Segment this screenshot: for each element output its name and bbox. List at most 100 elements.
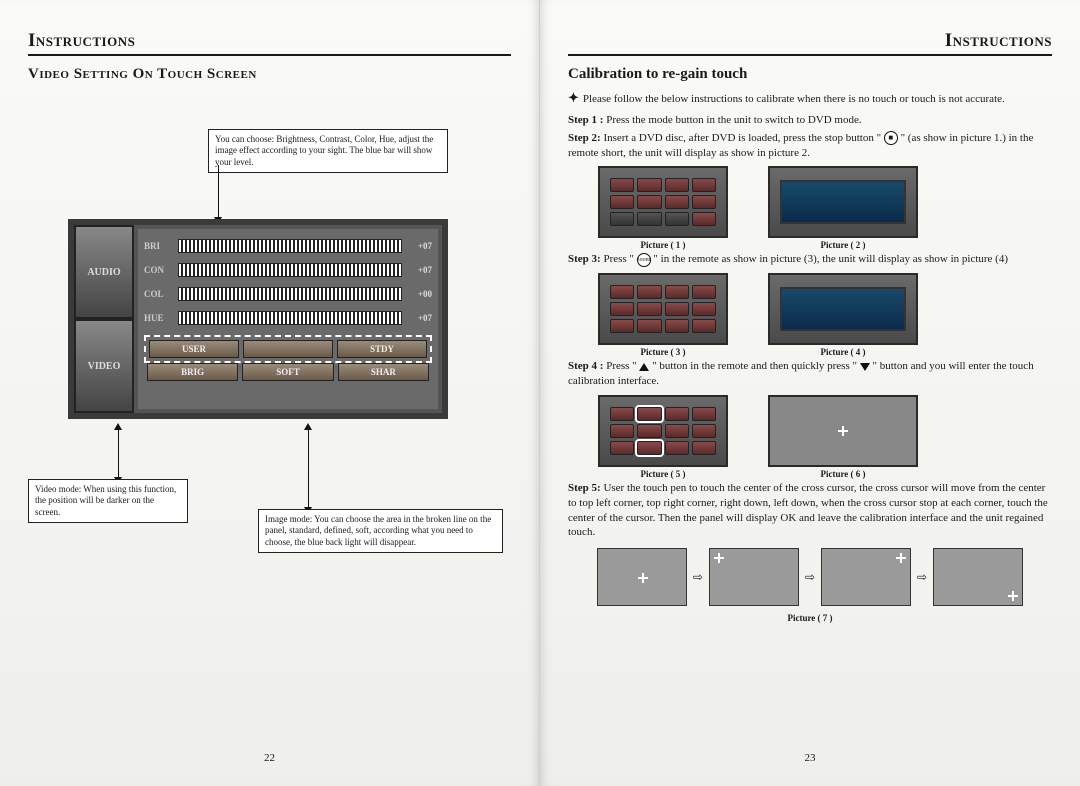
slider-bar: [178, 287, 402, 301]
step-2: Step 2: Insert a DVD disc, after DVD is …: [568, 131, 1052, 161]
mode-row-2: BRIG SOFT SHAR: [144, 363, 432, 384]
touchscreen-figure: AUDIO VIDEO BRI +07 CON +07 COL +00: [68, 219, 448, 419]
callout-bottom-left: Video mode: When using this function, th…: [28, 479, 188, 523]
step-label: Step 5:: [568, 482, 601, 494]
stop-icon: ■: [884, 131, 898, 145]
picture-caption: Picture ( 4 ): [820, 347, 865, 357]
mode-stdy: STDY: [337, 340, 427, 358]
arrow-line: [118, 429, 119, 479]
step-4: Step 4 : Press " " button in the remote …: [568, 359, 1052, 389]
zoom-icon: zoom: [637, 253, 651, 267]
step-body-a: Insert a DVD disc, after DVD is loaded, …: [603, 132, 881, 144]
picture-7-caption-wrap: Picture ( 7 ): [568, 608, 1052, 626]
header-left: Instructions: [28, 30, 511, 56]
screen-inner: BRI +07 CON +07 COL +00 HUE +07: [138, 229, 438, 409]
up-icon: [639, 363, 649, 371]
step-label: Step 1 :: [568, 114, 603, 126]
arrow-line: [308, 429, 309, 509]
slider-bar: [178, 311, 402, 325]
slider-row-col: COL +00: [144, 283, 432, 305]
mode-shar: SHAR: [338, 363, 429, 381]
picture-placeholder: [598, 395, 728, 467]
step-1: Step 1 : Press the mode button in the un…: [568, 113, 1052, 128]
step-body-a: Press ": [603, 253, 633, 265]
picture-caption: Picture ( 2 ): [820, 240, 865, 250]
picture-placeholder: [768, 166, 918, 238]
slider-label: COL: [144, 289, 174, 299]
picture-caption: Picture ( 7 ): [787, 613, 832, 623]
arrow-icon: ⇨: [805, 570, 815, 585]
picture-row-1: Picture ( 1 ) Picture ( 2 ): [598, 166, 1052, 250]
picture-caption: Picture ( 1 ): [640, 240, 685, 250]
mode-user: USER: [149, 340, 239, 358]
mode-row-1: USER STDY: [144, 335, 432, 363]
picture-caption: Picture ( 6 ): [820, 469, 865, 479]
picture-caption: Picture ( 5 ): [640, 469, 685, 479]
audio-tab: AUDIO: [74, 225, 134, 319]
slider-label: HUE: [144, 313, 174, 323]
step-label: Step 3:: [568, 253, 601, 265]
page-right: Instructions Calibration to re-gain touc…: [540, 0, 1080, 786]
slider-row-hue: HUE +07: [144, 307, 432, 329]
picture-caption: Picture ( 3 ): [640, 347, 685, 357]
page-left: Instructions Video Setting On Touch Scre…: [0, 0, 540, 786]
slider-bar: [178, 263, 402, 277]
down-icon: [860, 363, 870, 371]
slider-label: BRI: [144, 241, 174, 251]
arrow-head: [304, 423, 312, 430]
plus-icon: ✦: [568, 90, 579, 105]
slider-label: CON: [144, 265, 174, 275]
arrow-icon: ⇨: [693, 570, 703, 585]
mode-soft: SOFT: [242, 363, 333, 381]
picture-placeholder: [598, 166, 728, 238]
callout-bottom-right: Image mode: You can choose the area in t…: [258, 509, 503, 553]
step-body-b: " in the remote as show in picture (3), …: [653, 253, 1008, 265]
picture-2: Picture ( 2 ): [768, 166, 918, 250]
callout-top: You can choose: Brightness, Contrast, Co…: [208, 129, 448, 173]
picture-4: Picture ( 4 ): [768, 273, 918, 357]
slider-value: +07: [406, 241, 432, 251]
picture-5: Picture ( 5 ): [598, 395, 728, 479]
picture-3: Picture ( 3 ): [598, 273, 728, 357]
intro-text: ✦ Please follow the below instructions to…: [568, 89, 1052, 107]
intro-body: Please follow the below instructions to …: [583, 93, 1005, 105]
arrow-head: [114, 423, 122, 430]
slider-bar: [178, 239, 402, 253]
arrow-line: [218, 165, 219, 219]
step-label: Step 2:: [568, 132, 601, 144]
picture-placeholder: [768, 273, 918, 345]
picture-6: Picture ( 6 ): [768, 395, 918, 479]
calib-screen-4: [933, 548, 1023, 606]
slider-row-bri: BRI +07: [144, 235, 432, 257]
slider-value: +07: [406, 313, 432, 323]
video-tab: VIDEO: [74, 319, 134, 413]
mode-blank: [243, 340, 333, 358]
mode-brig: BRIG: [147, 363, 238, 381]
slider-row-con: CON +07: [144, 259, 432, 281]
page-number-left: 22: [264, 752, 275, 764]
calib-screen-2: [709, 548, 799, 606]
subheader-right: Calibration to re-gain touch: [568, 66, 1052, 83]
picture-placeholder: [768, 395, 918, 467]
step-body-a: Press ": [606, 360, 636, 372]
arrow-icon: ⇨: [917, 570, 927, 585]
calib-screen-1: [597, 548, 687, 606]
picture-row-3: Picture ( 5 ) Picture ( 6 ): [598, 395, 1052, 479]
step-label: Step 4 :: [568, 360, 603, 372]
picture-7-row: ⇨ ⇨ ⇨: [568, 548, 1052, 606]
slider-value: +07: [406, 265, 432, 275]
subheader-left: Video Setting On Touch Screen: [28, 66, 511, 83]
step-body-b: " button in the remote and then quickly …: [652, 360, 857, 372]
header-right: Instructions: [568, 30, 1052, 56]
slider-value: +00: [406, 289, 432, 299]
calib-screen-3: [821, 548, 911, 606]
picture-1: Picture ( 1 ): [598, 166, 728, 250]
step-5: Step 5: User the touch pen to touch the …: [568, 481, 1052, 540]
side-buttons: AUDIO VIDEO: [74, 225, 134, 413]
picture-row-2: Picture ( 3 ) Picture ( 4 ): [598, 273, 1052, 357]
page-number-right: 23: [805, 752, 816, 764]
step-body: Press the mode button in the unit to swi…: [606, 114, 861, 126]
left-figure-area: You can choose: Brightness, Contrast, Co…: [28, 99, 511, 719]
picture-placeholder: [598, 273, 728, 345]
step-body: User the touch pen to touch the center o…: [568, 482, 1048, 539]
